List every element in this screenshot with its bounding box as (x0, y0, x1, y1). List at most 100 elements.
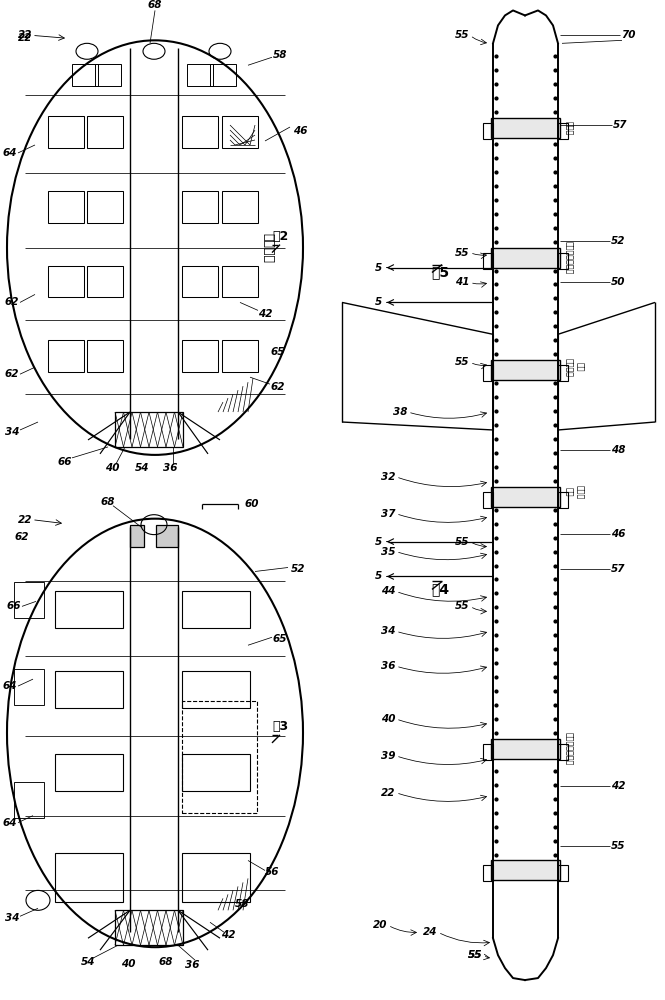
Bar (483, 744, 493, 760)
Bar (48, 191, 84, 223)
Bar (491, 739, 560, 759)
Text: 前部货物保持架: 前部货物保持架 (565, 732, 573, 765)
Text: 41: 41 (455, 277, 469, 287)
Bar (55, 853, 123, 902)
Text: 5: 5 (374, 571, 382, 581)
Text: 52: 52 (610, 236, 625, 246)
Bar (87, 116, 123, 148)
Text: 40: 40 (121, 959, 135, 969)
Bar (222, 191, 258, 223)
Text: 图5: 图5 (431, 266, 449, 280)
Bar (14, 782, 44, 818)
Text: 22: 22 (18, 515, 32, 525)
Text: 55: 55 (610, 841, 625, 851)
Bar (115, 910, 183, 945)
Text: 图4: 图4 (431, 582, 449, 596)
Text: 55: 55 (455, 357, 469, 367)
Text: 64: 64 (3, 681, 17, 691)
Text: 54: 54 (80, 957, 95, 967)
Bar (48, 340, 84, 372)
Bar (182, 266, 218, 297)
Text: 55: 55 (467, 950, 482, 960)
Bar (558, 253, 568, 269)
Bar (558, 492, 568, 508)
Text: 34: 34 (5, 427, 19, 437)
Text: 65: 65 (271, 347, 285, 357)
Text: 42: 42 (610, 781, 625, 791)
Text: 54: 54 (135, 463, 149, 473)
Text: 70: 70 (620, 30, 635, 40)
Bar (55, 671, 123, 708)
Text: 22: 22 (18, 30, 32, 40)
Bar (182, 754, 250, 791)
Bar (182, 116, 218, 148)
Bar (87, 340, 123, 372)
Text: 58: 58 (235, 899, 249, 909)
Text: 55: 55 (455, 601, 469, 611)
Bar (483, 123, 493, 139)
Bar (87, 191, 123, 223)
Text: 5: 5 (374, 263, 382, 273)
Text: 36: 36 (185, 960, 199, 970)
Text: 62: 62 (271, 382, 285, 392)
Bar (491, 860, 560, 880)
Text: 32: 32 (381, 472, 395, 482)
Text: 起落架: 起落架 (575, 485, 585, 499)
Text: 55: 55 (467, 950, 482, 960)
Text: 散装货物: 散装货物 (261, 233, 275, 263)
Bar (55, 754, 123, 791)
Text: 36: 36 (381, 661, 395, 671)
Bar (182, 853, 250, 902)
Bar (483, 365, 493, 381)
Bar (491, 118, 560, 138)
Text: 66: 66 (7, 601, 21, 611)
Bar (182, 671, 250, 708)
Text: 46: 46 (293, 126, 307, 136)
Bar (558, 123, 568, 139)
Text: 55: 55 (455, 30, 469, 40)
Text: 56: 56 (265, 867, 279, 877)
Bar (483, 253, 493, 269)
Bar (222, 266, 258, 297)
Text: 44: 44 (381, 586, 395, 596)
Text: 22: 22 (18, 33, 32, 43)
Text: 翅盒: 翅盒 (565, 487, 573, 497)
Bar (72, 64, 98, 86)
Text: 20: 20 (373, 920, 387, 930)
Bar (14, 582, 44, 618)
Bar (483, 865, 493, 881)
Bar (491, 248, 560, 268)
Bar (222, 340, 258, 372)
Bar (558, 365, 568, 381)
Text: 58: 58 (273, 50, 287, 60)
Text: 64: 64 (3, 818, 17, 828)
Text: 22: 22 (381, 788, 395, 798)
Text: 42: 42 (258, 309, 272, 319)
Text: 57: 57 (612, 120, 627, 130)
Bar (55, 591, 123, 628)
Text: 40: 40 (381, 714, 395, 724)
Text: 24: 24 (423, 927, 438, 937)
Bar (187, 64, 213, 86)
Text: 55: 55 (455, 248, 469, 258)
Text: 62: 62 (5, 297, 19, 307)
Text: 68: 68 (159, 957, 174, 967)
Text: 68: 68 (101, 497, 115, 507)
Text: 62: 62 (5, 369, 19, 379)
Bar (182, 340, 218, 372)
Text: 52: 52 (291, 564, 305, 574)
Text: 40: 40 (105, 463, 119, 473)
Text: 散装架: 散装架 (565, 121, 573, 135)
Bar (156, 525, 178, 547)
Text: 39: 39 (381, 751, 395, 761)
Bar (182, 591, 250, 628)
Text: 34: 34 (381, 626, 395, 636)
Text: 65: 65 (273, 634, 287, 644)
Text: 42: 42 (221, 930, 235, 940)
Text: 57: 57 (610, 564, 625, 574)
Text: 5: 5 (374, 297, 382, 307)
Text: 46: 46 (610, 529, 625, 539)
Text: 主起落架: 主起落架 (565, 358, 573, 377)
Bar (491, 360, 560, 380)
Bar (491, 487, 560, 507)
